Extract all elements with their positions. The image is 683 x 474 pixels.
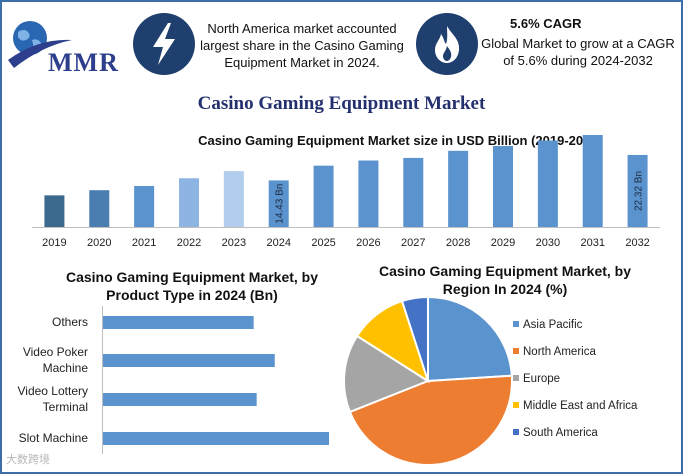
- watermark: 大数跨境: [6, 454, 50, 466]
- region-chart-title: Casino Gaming Equipment Market, by Regio…: [378, 263, 632, 297]
- mmr-logo: MMR: [8, 18, 126, 78]
- cagr-heading: 5.6% CAGR: [510, 16, 582, 31]
- lightning-bolt-icon: [133, 13, 195, 75]
- bar-chart-title: Casino Gaming Equipment Market size in U…: [198, 133, 602, 148]
- north-america-note: North America market accounted largest s…: [200, 21, 404, 70]
- page-title: Casino Gaming Equipment Market: [197, 93, 486, 114]
- globe-icon: [8, 21, 72, 68]
- flame-icon: [416, 13, 478, 75]
- logo-text: MMR: [48, 48, 119, 77]
- product-chart-title: Casino Gaming Equipment Market, by Produ…: [65, 269, 319, 303]
- cagr-note: Global Market to grow at a CAGR of 5.6% …: [481, 36, 675, 68]
